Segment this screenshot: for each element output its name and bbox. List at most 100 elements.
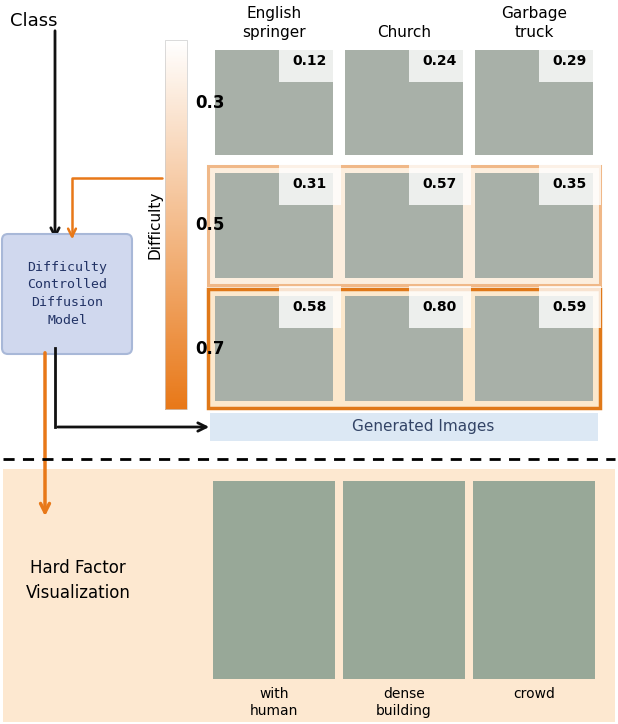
Bar — [165, 259, 187, 261]
Bar — [165, 210, 187, 211]
Text: 0.57: 0.57 — [423, 177, 457, 191]
Bar — [343, 481, 465, 679]
Bar — [165, 254, 187, 256]
Bar — [473, 481, 595, 679]
Bar — [165, 142, 187, 144]
Bar — [165, 50, 187, 51]
Bar — [165, 270, 187, 272]
Bar — [165, 377, 187, 379]
Bar — [165, 93, 187, 95]
Bar — [165, 141, 187, 143]
Bar — [165, 285, 187, 287]
Text: crowd: crowd — [513, 687, 555, 701]
Text: Church: Church — [377, 25, 431, 40]
Bar — [165, 104, 187, 106]
Bar — [165, 251, 187, 253]
Bar — [165, 190, 187, 192]
Bar — [165, 49, 187, 51]
Bar — [165, 59, 187, 60]
Bar — [165, 353, 187, 355]
Bar — [165, 251, 187, 252]
Bar — [165, 161, 187, 164]
Bar — [165, 264, 187, 266]
Bar — [165, 256, 187, 258]
Bar — [165, 184, 187, 185]
Bar — [165, 269, 187, 271]
Bar — [213, 481, 335, 679]
Bar — [165, 41, 187, 43]
Bar — [165, 198, 187, 199]
Text: 0.7: 0.7 — [195, 340, 224, 358]
Bar — [165, 108, 187, 109]
Bar — [165, 369, 187, 370]
Bar — [165, 132, 187, 134]
Bar — [165, 169, 187, 171]
Bar — [165, 163, 187, 165]
Bar — [165, 305, 187, 306]
Bar — [165, 230, 187, 231]
Bar — [165, 350, 187, 352]
Bar — [165, 138, 187, 140]
Bar — [165, 73, 187, 75]
Bar — [165, 329, 187, 331]
Text: 0.3: 0.3 — [195, 93, 224, 111]
Bar — [165, 408, 187, 410]
Bar — [165, 319, 187, 321]
Bar — [165, 203, 187, 206]
Text: with
human: with human — [250, 687, 298, 718]
Bar — [165, 66, 187, 67]
Bar — [165, 43, 187, 44]
Bar — [165, 180, 187, 182]
Bar — [165, 249, 187, 251]
Bar — [475, 50, 593, 155]
Bar — [165, 140, 187, 141]
Bar — [165, 212, 187, 214]
Bar — [165, 156, 187, 157]
Bar — [165, 280, 187, 282]
Bar — [165, 47, 187, 49]
Bar — [165, 345, 187, 347]
Bar — [165, 353, 187, 354]
Bar — [165, 115, 187, 117]
Bar — [345, 50, 463, 155]
Bar — [165, 88, 187, 90]
Bar — [165, 219, 187, 222]
Bar — [165, 407, 187, 408]
Bar — [165, 335, 187, 337]
Text: Difficulty: Difficulty — [148, 190, 163, 258]
Bar — [165, 194, 187, 195]
Bar — [165, 179, 187, 181]
Bar — [165, 366, 187, 368]
Bar — [165, 182, 187, 183]
Text: English
springer: English springer — [242, 7, 306, 40]
Bar — [165, 395, 187, 397]
Bar — [165, 298, 187, 300]
Bar — [165, 195, 187, 197]
Bar — [475, 296, 593, 401]
Bar — [165, 84, 187, 86]
Bar — [165, 397, 187, 398]
Bar — [165, 207, 187, 209]
Bar — [165, 381, 187, 382]
Bar — [165, 188, 187, 190]
Bar — [165, 126, 187, 128]
Bar — [165, 185, 187, 187]
Bar — [165, 339, 187, 340]
Text: 0.24: 0.24 — [423, 54, 457, 68]
Bar — [165, 303, 187, 305]
Bar — [165, 146, 187, 148]
Bar — [165, 374, 187, 375]
Bar — [165, 70, 187, 71]
Bar — [165, 233, 187, 235]
Bar — [165, 346, 187, 348]
Bar — [165, 390, 187, 391]
Text: 0.12: 0.12 — [293, 54, 327, 68]
Bar — [165, 90, 187, 92]
Text: 0.35: 0.35 — [552, 177, 587, 191]
Bar — [165, 263, 187, 264]
Bar — [165, 172, 187, 173]
Bar — [165, 214, 187, 215]
Bar — [165, 374, 187, 376]
Bar — [165, 68, 187, 70]
Bar — [165, 82, 187, 83]
